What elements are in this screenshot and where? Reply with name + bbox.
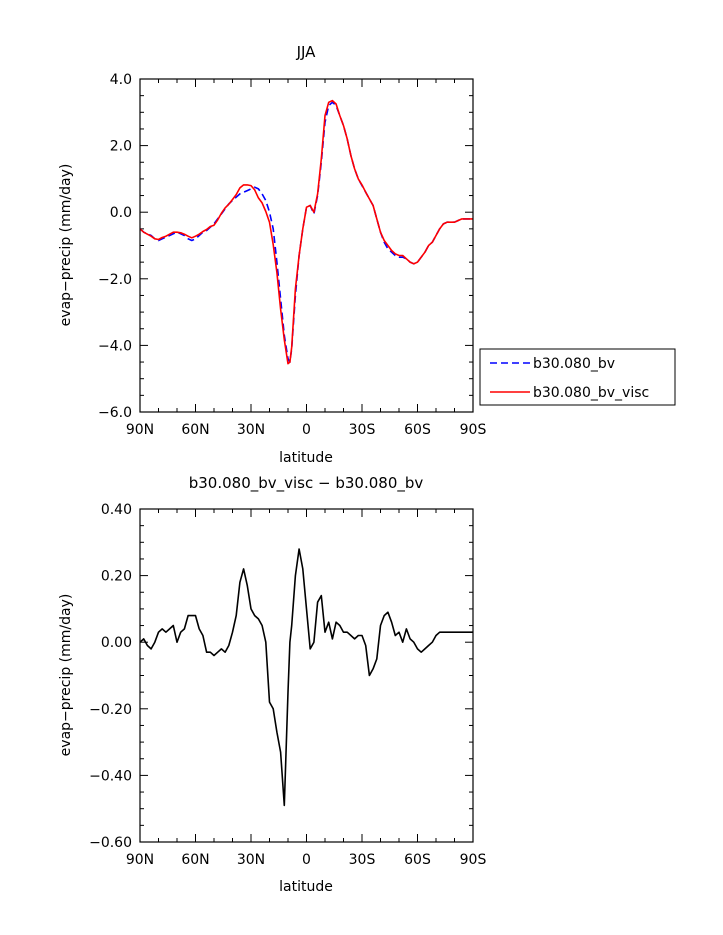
top-y-tick-label: −4.0 bbox=[98, 338, 132, 354]
top-x-tick-label: 0 bbox=[302, 422, 311, 438]
panel-bottom-x-tick-labels: 90N 60N 30N 0 30S 60S 90S bbox=[126, 852, 487, 868]
bottom-series-line-0 bbox=[139, 548, 473, 807]
top-y-tick-label: −2.0 bbox=[98, 272, 132, 288]
legend-label-bv-visc: b30.080_bv_visc bbox=[533, 385, 649, 401]
top-y-tick-label: 0.0 bbox=[110, 205, 132, 221]
bottom-x-tick-label: 90S bbox=[460, 852, 487, 868]
top-x-tick-label: 30N bbox=[237, 422, 265, 438]
panel-top-x-tick-labels: 90N 60N 30N 0 30S 60S 90S bbox=[126, 422, 487, 438]
panel-top-ticks bbox=[139, 78, 474, 413]
panel-top-lines bbox=[139, 99, 473, 365]
top-x-tick-label: 30S bbox=[349, 422, 376, 438]
bottom-y-tick-label: −0.60 bbox=[89, 835, 132, 851]
panel-top-title: JJA bbox=[296, 43, 317, 61]
bottom-x-tick-label: 60S bbox=[404, 852, 431, 868]
bottom-y-tick-label: 0.40 bbox=[101, 502, 132, 518]
panel-top: JJA −6.0 −4.0 −2.0 0.0 2.0 4.0 90N 60N 30N 0 30S 6… bbox=[58, 43, 676, 466]
panel-bottom-ticks bbox=[139, 508, 474, 843]
panel-bottom-lines bbox=[139, 548, 473, 807]
bottom-y-tick-label: −0.40 bbox=[89, 768, 132, 784]
bottom-y-tick-label: 0.00 bbox=[101, 635, 132, 651]
top-x-tick-label: 90N bbox=[126, 422, 154, 438]
bottom-x-tick-label: 30N bbox=[237, 852, 265, 868]
bottom-x-tick-label: 90N bbox=[126, 852, 154, 868]
top-x-tick-label: 90S bbox=[460, 422, 487, 438]
legend-label-bv: b30.080_bv bbox=[533, 356, 615, 372]
top-y-tick-label: −6.0 bbox=[98, 405, 132, 421]
panel-bottom: b30.080_bv_visc − b30.080_bv −0.60−0.40−… bbox=[58, 474, 486, 895]
top-series-line-b30-080-bv-visc bbox=[139, 99, 473, 365]
panel-top-frame bbox=[139, 78, 474, 413]
bottom-y-tick-label: −0.20 bbox=[89, 702, 132, 718]
top-x-tick-label: 60N bbox=[181, 422, 209, 438]
top-x-tick-label: 60S bbox=[404, 422, 431, 438]
panel-top-x-axis-label: latitude bbox=[279, 450, 333, 466]
legend: b30.080_bv b30.080_bv_visc bbox=[479, 348, 676, 406]
bottom-x-tick-label: 0 bbox=[302, 852, 311, 868]
bottom-x-tick-label: 60N bbox=[181, 852, 209, 868]
legend-frame bbox=[479, 348, 676, 406]
panel-top-y-tick-labels: −6.0 −4.0 −2.0 0.0 2.0 4.0 bbox=[98, 72, 132, 421]
panel-top-y-axis-label: evap−precip (mm/day) bbox=[58, 164, 74, 327]
top-y-tick-label: 4.0 bbox=[110, 72, 132, 88]
panel-bottom-y-tick-labels: −0.60 −0.40 −0.20 0.00 0.20 0.40 bbox=[89, 502, 132, 851]
top-series-line-b30-080-bv bbox=[139, 101, 473, 363]
bottom-y-tick-label: 0.20 bbox=[101, 569, 132, 585]
panel-bottom-y-axis-label: evap−precip (mm/day) bbox=[58, 594, 74, 757]
bottom-x-tick-label: 30S bbox=[349, 852, 376, 868]
top-y-tick-label: 2.0 bbox=[110, 139, 132, 155]
panel-bottom-x-axis-label: latitude bbox=[279, 879, 333, 895]
panel-bottom-title: b30.080_bv_visc − b30.080_bv bbox=[189, 474, 424, 493]
panel-bottom-frame bbox=[139, 508, 474, 843]
